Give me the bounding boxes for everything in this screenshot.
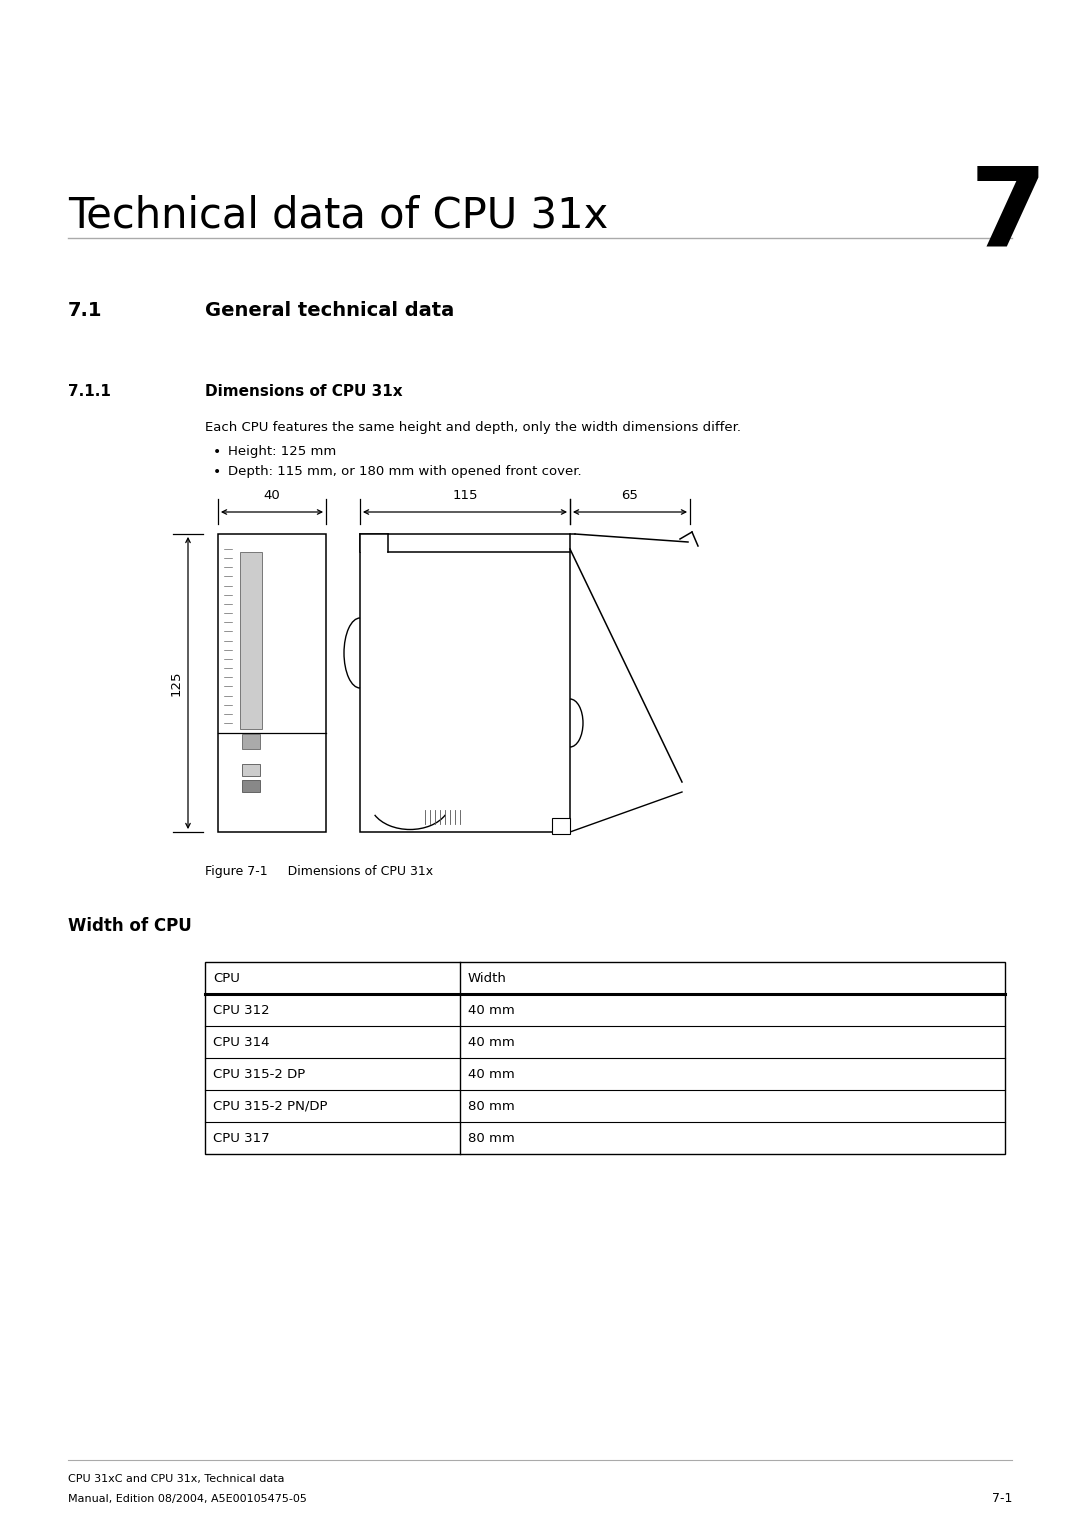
Text: Width: Width bbox=[468, 972, 507, 984]
Text: CPU 315-2 DP: CPU 315-2 DP bbox=[213, 1068, 306, 1080]
Text: Each CPU features the same height and depth, only the width dimensions differ.: Each CPU features the same height and de… bbox=[205, 422, 741, 434]
Text: 65: 65 bbox=[622, 489, 638, 503]
Text: Figure 7-1     Dimensions of CPU 31x: Figure 7-1 Dimensions of CPU 31x bbox=[205, 865, 433, 879]
Text: •: • bbox=[213, 445, 221, 458]
Bar bbox=[240, 552, 262, 729]
Bar bbox=[360, 533, 570, 833]
Text: Technical data of CPU 31x: Technical data of CPU 31x bbox=[68, 194, 608, 235]
Text: Manual, Edition 08/2004, A5E00105475-05: Manual, Edition 08/2004, A5E00105475-05 bbox=[68, 1494, 307, 1504]
Text: CPU 315-2 PN/DP: CPU 315-2 PN/DP bbox=[213, 1100, 327, 1112]
Text: Height: 125 mm: Height: 125 mm bbox=[228, 446, 336, 458]
Text: Depth: 115 mm, or 180 mm with opened front cover.: Depth: 115 mm, or 180 mm with opened fro… bbox=[228, 466, 582, 478]
Text: 40 mm: 40 mm bbox=[468, 1036, 515, 1048]
Text: 115: 115 bbox=[453, 489, 477, 503]
Text: 80 mm: 80 mm bbox=[468, 1100, 515, 1112]
Bar bbox=[242, 733, 260, 749]
Text: CPU 314: CPU 314 bbox=[213, 1036, 270, 1048]
Text: 7.1.1: 7.1.1 bbox=[68, 385, 111, 399]
Text: 7: 7 bbox=[970, 162, 1047, 269]
Text: 40 mm: 40 mm bbox=[468, 1068, 515, 1080]
Text: 40 mm: 40 mm bbox=[468, 1004, 515, 1016]
Bar bbox=[242, 764, 260, 776]
Bar bbox=[205, 963, 1005, 1154]
Text: 40: 40 bbox=[264, 489, 281, 503]
Bar bbox=[218, 533, 326, 833]
Bar bbox=[552, 817, 570, 834]
Text: 80 mm: 80 mm bbox=[468, 1132, 515, 1144]
Text: Dimensions of CPU 31x: Dimensions of CPU 31x bbox=[205, 385, 403, 399]
Text: CPU 31xC and CPU 31x, Technical data: CPU 31xC and CPU 31x, Technical data bbox=[68, 1475, 284, 1484]
Text: CPU 317: CPU 317 bbox=[213, 1132, 270, 1144]
Text: CPU 312: CPU 312 bbox=[213, 1004, 270, 1016]
Bar bbox=[360, 533, 388, 552]
Text: CPU: CPU bbox=[213, 972, 240, 984]
Text: General technical data: General technical data bbox=[205, 301, 455, 319]
Text: 7-1: 7-1 bbox=[991, 1493, 1012, 1505]
Text: 125: 125 bbox=[170, 671, 183, 695]
Bar bbox=[242, 779, 260, 792]
Text: Width of CPU: Width of CPU bbox=[68, 917, 192, 935]
Text: 7.1: 7.1 bbox=[68, 301, 103, 319]
Text: •: • bbox=[213, 465, 221, 478]
